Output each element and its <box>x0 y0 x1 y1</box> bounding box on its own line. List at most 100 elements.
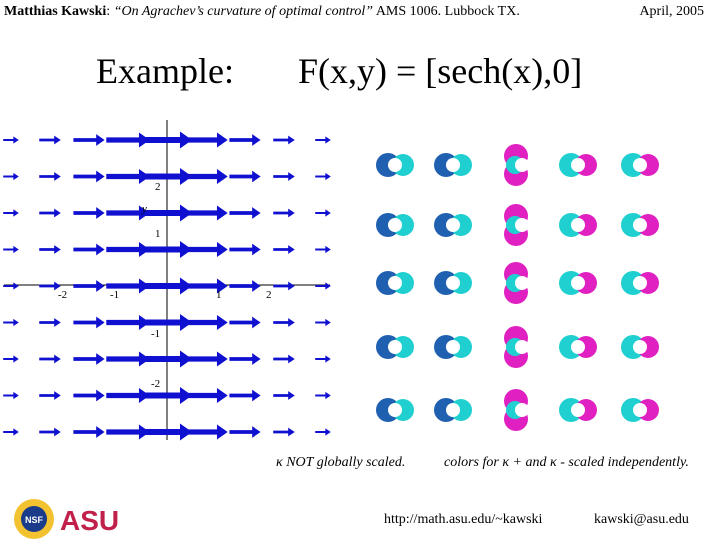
field-arrow <box>142 423 192 441</box>
example-label: Example: <box>96 51 234 91</box>
field-arrow <box>229 280 261 292</box>
x-tick-label: 1 <box>216 289 222 301</box>
glyph-notch <box>571 218 585 232</box>
glyph-notch <box>571 158 585 172</box>
curvature-glyph <box>621 335 659 359</box>
header-line: Matthias Kawski: “On Agrachev’s curvatur… <box>4 4 520 20</box>
glyph-notch <box>515 403 529 417</box>
field-arrow <box>73 389 105 402</box>
y-tick-label: 1 <box>155 228 161 240</box>
field-arrow <box>73 207 105 219</box>
field-arrow <box>3 172 19 181</box>
field-arrow <box>273 135 295 145</box>
field-arrow <box>315 172 331 181</box>
field-arrow <box>106 168 150 185</box>
glyph-notch <box>388 403 402 417</box>
curvature-glyph <box>434 398 472 422</box>
field-arrow <box>3 136 19 144</box>
field-arrow <box>184 241 228 258</box>
glyph-notch <box>571 403 585 417</box>
curvature-glyph <box>559 153 597 177</box>
y-tick-label: -1 <box>151 328 160 340</box>
curvature-glyph <box>504 204 529 246</box>
field-arrow <box>3 209 19 217</box>
glyph-notch <box>515 158 529 172</box>
glyph-notch <box>388 276 402 290</box>
curvature-glyph <box>621 213 659 237</box>
glyph-notch <box>515 340 529 354</box>
field-arrow <box>142 387 192 404</box>
curvature-glyph <box>504 144 529 186</box>
field-arrow <box>184 387 228 404</box>
author-email-link[interactable]: kawski@asu.edu <box>594 512 689 527</box>
curvature-glyph <box>559 335 597 359</box>
field-arrow <box>184 314 228 331</box>
glyph-notch <box>446 218 460 232</box>
field-arrow <box>3 391 19 400</box>
field-arrow <box>315 428 331 436</box>
field-arrow <box>273 281 295 291</box>
curvature-glyph <box>376 271 414 295</box>
glyph-notch <box>633 403 647 417</box>
curvature-glyph <box>376 153 414 177</box>
y-axis-label: y <box>141 203 147 215</box>
field-arrow <box>229 316 261 329</box>
field-arrow <box>142 350 192 368</box>
field-arrow <box>73 134 105 146</box>
asu-logo: ASU <box>60 505 119 536</box>
curvature-glyph <box>504 262 529 304</box>
curvature-glyph <box>434 271 472 295</box>
field-arrow <box>315 355 331 363</box>
field-arrow <box>73 280 105 292</box>
field-arrow <box>229 426 261 438</box>
caption-right: colors for κ + and κ - scaled independen… <box>444 455 689 470</box>
glyph-notch <box>633 340 647 354</box>
field-arrow <box>73 316 105 329</box>
field-arrow <box>3 355 19 363</box>
curvature-glyph <box>376 398 414 422</box>
field-arrow <box>39 391 61 400</box>
field-arrow <box>106 241 150 258</box>
curvature-glyph <box>621 271 659 295</box>
curvature-glyph <box>621 153 659 177</box>
field-arrow <box>73 426 105 438</box>
glyph-notch <box>446 158 460 172</box>
field-arrow <box>39 354 61 364</box>
y-tick-label: -2 <box>151 378 160 390</box>
field-arrow <box>184 168 228 185</box>
field-arrow <box>229 389 261 402</box>
field-arrow <box>273 172 295 181</box>
glyph-notch <box>633 218 647 232</box>
glyph-notch <box>633 276 647 290</box>
field-arrow <box>142 204 192 222</box>
field-arrow <box>106 278 150 294</box>
curvature-glyph <box>621 398 659 422</box>
field-arrow <box>315 245 331 254</box>
caption-left: κ NOT globally scaled. <box>276 455 406 470</box>
field-arrow <box>229 353 261 365</box>
vector-field-equation: F(x,y) = [sech(x),0] <box>298 51 583 91</box>
curvature-glyph <box>434 153 472 177</box>
field-arrow <box>106 132 150 148</box>
field-arrow <box>3 428 19 436</box>
glyph-notch <box>446 340 460 354</box>
field-arrow <box>273 318 295 327</box>
nsf-logo-text: NSF <box>25 515 44 525</box>
curvature-glyph <box>559 213 597 237</box>
author-name: Matthias Kawski <box>4 4 107 19</box>
curvature-glyph <box>434 213 472 237</box>
glyph-notch <box>446 276 460 290</box>
author-url-link[interactable]: http://math.asu.edu/~kawski <box>384 512 543 527</box>
field-arrow <box>39 281 61 291</box>
field-arrow <box>184 278 228 294</box>
field-arrow <box>142 241 192 258</box>
x-tick-label: -2 <box>58 289 67 301</box>
field-arrow <box>315 318 331 327</box>
x-tick-label: -1 <box>110 289 119 301</box>
field-arrow <box>229 134 261 146</box>
curvature-glyph <box>504 389 529 431</box>
field-arrow <box>229 207 261 219</box>
glyph-notch <box>515 276 529 290</box>
curvature-glyph <box>434 335 472 359</box>
glyph-notch <box>388 340 402 354</box>
